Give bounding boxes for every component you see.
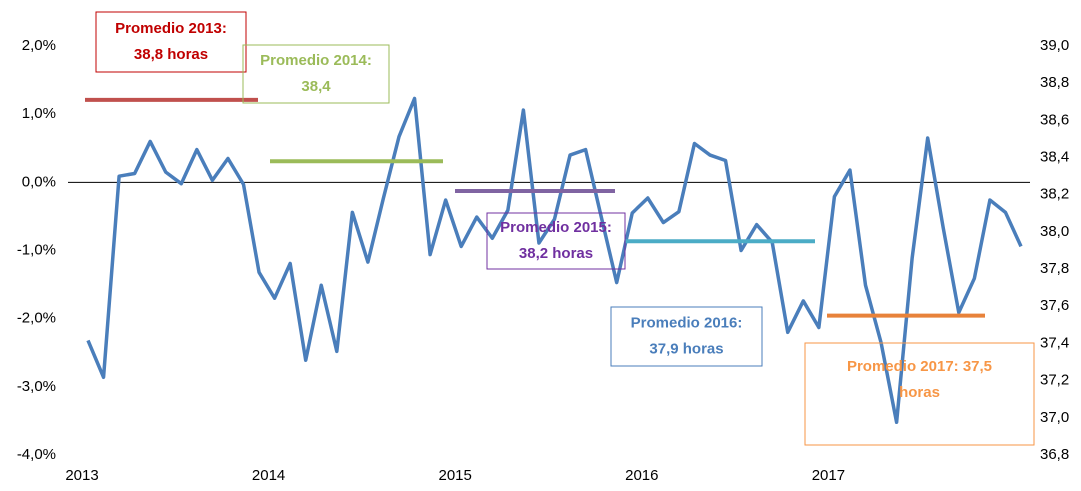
annotation-box — [95, 11, 247, 73]
y-tick-label: 2,0% — [22, 37, 56, 54]
annotation-text: Promedio 2015: — [500, 219, 612, 236]
x-tick-label: 2017 — [812, 467, 845, 484]
y2-tick-label: 38,0 — [1040, 223, 1069, 240]
y2-tick-label: 37,2 — [1040, 372, 1069, 389]
annotation-text: 38,2 horas — [519, 245, 593, 262]
data-line — [86, 96, 1023, 425]
y2-tick-label: 37,8 — [1040, 260, 1069, 277]
annotation-text: Promedio 2017: 37,5 — [847, 358, 992, 375]
annotation-text: Promedio 2014: — [260, 52, 372, 69]
x-tick-label: 2015 — [439, 467, 472, 484]
y2-tick-label: 38,2 — [1040, 186, 1069, 203]
y2-tick-label: 38,4 — [1040, 149, 1069, 166]
annotation-box — [610, 306, 763, 367]
y2-tick-label: 38,6 — [1040, 111, 1069, 128]
annotation-box — [242, 44, 390, 104]
y-tick-label: -4,0% — [17, 446, 56, 463]
x-tick-label: 2013 — [65, 467, 98, 484]
y-tick-label: 0,0% — [22, 173, 56, 190]
annotation-text: 38,4 — [301, 78, 331, 95]
y2-tick-label: 37,6 — [1040, 297, 1069, 314]
y-tick-label: 1,0% — [22, 105, 56, 122]
y-tick-label: -3,0% — [17, 378, 56, 395]
annotation-text: 37,9 horas — [649, 340, 723, 357]
annotation-text: horas — [899, 384, 940, 401]
annotation-text: Promedio 2016: — [631, 314, 743, 331]
y2-tick-label: 37,0 — [1040, 409, 1069, 426]
annotation-text: 38,8 horas — [134, 46, 208, 63]
y-tick-label: -2,0% — [17, 310, 56, 327]
annotation-box — [486, 212, 626, 270]
y2-tick-label: 36,8 — [1040, 446, 1069, 463]
y2-tick-label: 37,4 — [1040, 334, 1069, 351]
y2-tick-label: 39,0 — [1040, 37, 1069, 54]
annotation-text: Promedio 2013: — [115, 20, 227, 37]
x-tick-label: 2016 — [625, 467, 658, 484]
y-tick-label: -1,0% — [17, 241, 56, 258]
y2-tick-label: 38,8 — [1040, 74, 1069, 91]
x-tick-label: 2014 — [252, 467, 285, 484]
annotation-box — [804, 342, 1035, 446]
